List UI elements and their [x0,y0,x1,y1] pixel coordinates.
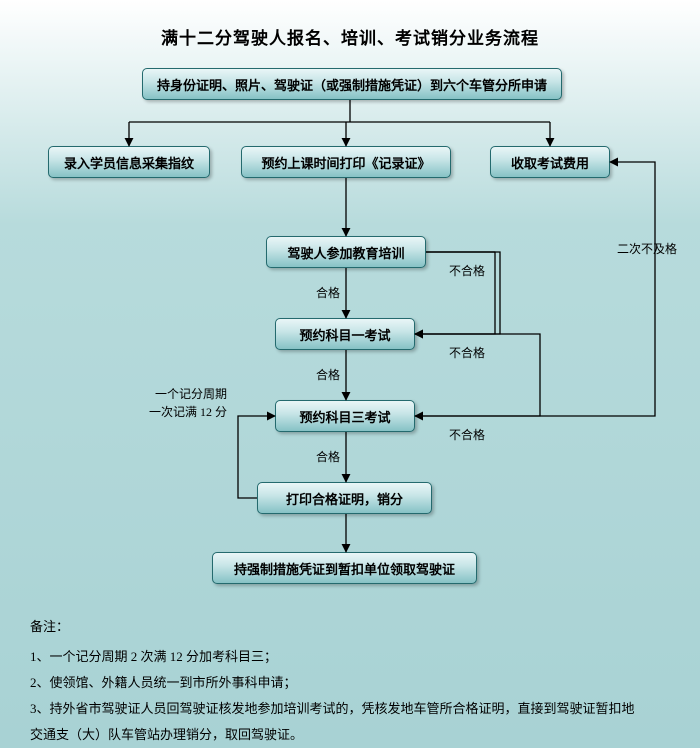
label-fail-6: 不合格 [449,344,485,361]
node-apply: 持身份证明、照片、驾驶证（或强制措施凭证）到六个车管分所申请 [142,68,562,100]
node-collect-fee: 收取考试费用 [490,146,610,178]
notes-line-1: 1、一个记分周期 2 次满 12 分加考科目三； [30,644,670,670]
node-training: 驾驶人参加教育培训 [266,236,426,268]
node-schedule-class: 预约上课时间打印《记录证》 [241,146,451,178]
notes-head: 备注： [30,614,670,640]
notes-line-3: 3、持外省市驾驶证人员回驾驶证核发地参加培训考试的，凭核发地车管所合格证明，直接… [30,696,670,722]
label-fail-7: 不合格 [449,426,485,443]
label-cycle-1: 一个记分周期 [155,385,227,402]
notes-block: 备注： 1、一个记分周期 2 次满 12 分加考科目三； 2、使领馆、外籍人员统… [30,614,670,748]
notes-line-2: 2、使领馆、外籍人员统一到市所外事科申请； [30,670,670,696]
label-pass-56: 合格 [316,284,340,301]
label-fail-5: 不合格 [449,262,485,279]
node-retrieve-lic: 持强制措施凭证到暂扣单位领取驾驶证 [212,552,477,584]
label-twice-fail: 二次不及格 [617,240,677,257]
label-pass-67: 合格 [316,366,340,383]
node-print-cert: 打印合格证明，销分 [257,482,432,514]
node-collect-info: 录入学员信息采集指纹 [48,146,210,178]
notes-line-3b: 交通支（大）队车管站办理销分，取回驾驶证。 [30,722,670,748]
diagram-title: 满十二分驾驶人报名、培训、考试销分业务流程 [0,24,700,49]
label-cycle-2: 一次记满 12 分 [149,403,227,420]
label-pass-78: 合格 [316,448,340,465]
node-exam1: 预约科目一考试 [275,318,415,350]
node-exam3: 预约科目三考试 [275,400,415,432]
